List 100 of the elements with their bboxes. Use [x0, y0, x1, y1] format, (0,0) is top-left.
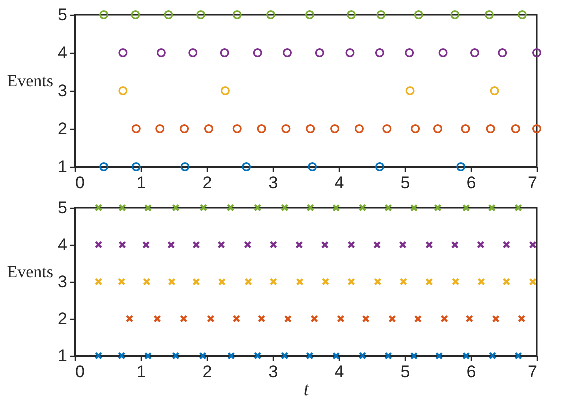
point — [484, 10, 494, 20]
point — [305, 10, 314, 20]
point — [220, 86, 230, 96]
y-axis-title: Events — [7, 72, 54, 90]
point — [132, 124, 141, 134]
point — [426, 278, 434, 286]
point — [400, 278, 408, 286]
point — [226, 204, 235, 212]
point — [143, 278, 151, 286]
point — [410, 352, 418, 360]
point — [232, 124, 242, 134]
point — [492, 315, 500, 323]
point — [118, 352, 126, 360]
point — [254, 204, 262, 212]
point — [308, 162, 318, 172]
point — [514, 352, 522, 360]
point — [440, 315, 448, 323]
point — [346, 48, 355, 58]
point — [144, 204, 152, 212]
point — [462, 204, 470, 212]
point — [374, 278, 382, 286]
point — [411, 124, 420, 134]
point — [466, 315, 474, 323]
point — [270, 241, 278, 249]
point — [433, 124, 443, 134]
point — [414, 315, 422, 323]
point — [315, 48, 324, 58]
point — [192, 241, 200, 249]
point — [144, 352, 152, 360]
point — [514, 204, 522, 212]
point — [266, 10, 276, 20]
x-tick-label: 3 — [268, 362, 278, 382]
point — [406, 86, 415, 96]
x-tick-label: 4 — [334, 362, 344, 382]
point — [384, 204, 392, 212]
point — [529, 241, 537, 249]
y-tick-label: 2 — [58, 310, 68, 328]
point — [131, 10, 140, 20]
point — [296, 278, 304, 286]
point — [218, 278, 226, 286]
point — [382, 124, 392, 134]
point — [322, 278, 330, 286]
point — [283, 48, 292, 58]
x-tick-label: 1 — [136, 362, 146, 382]
point — [332, 204, 340, 212]
point — [488, 204, 496, 212]
point — [358, 352, 367, 360]
point — [257, 124, 266, 134]
point — [156, 124, 165, 134]
point — [502, 278, 510, 286]
point — [94, 204, 103, 212]
point — [180, 124, 190, 134]
x-tick-label: 2 — [202, 174, 212, 192]
point — [118, 241, 126, 249]
x-tick-label: 7 — [528, 174, 538, 192]
point — [450, 10, 460, 20]
y-tick-label: 4 — [58, 236, 68, 254]
point — [118, 204, 126, 212]
point — [461, 124, 470, 134]
point — [470, 48, 480, 58]
x-tick-label: 1 — [136, 174, 146, 192]
point — [168, 278, 176, 286]
y-tick-label: 3 — [58, 82, 68, 100]
point — [354, 124, 364, 134]
point — [388, 315, 396, 323]
point — [180, 315, 188, 323]
x-tick-label: 6 — [466, 174, 476, 192]
point — [306, 124, 316, 134]
y-tick-label: 5 — [58, 198, 68, 218]
point — [118, 48, 128, 58]
point — [172, 204, 180, 212]
point — [220, 48, 230, 58]
point — [253, 48, 262, 58]
point — [154, 315, 162, 323]
point — [218, 241, 226, 249]
point — [330, 124, 340, 134]
point — [126, 315, 134, 323]
point — [100, 10, 109, 20]
y-tick-label: 1 — [58, 158, 68, 176]
x-tick-label: 0 — [76, 174, 85, 192]
point — [296, 241, 304, 249]
point — [410, 204, 418, 212]
point — [348, 278, 356, 286]
point — [192, 278, 200, 286]
x-tick-label: 2 — [202, 362, 212, 382]
point — [435, 352, 444, 360]
point — [490, 86, 500, 96]
point — [478, 278, 486, 286]
point — [529, 278, 537, 286]
point — [452, 278, 460, 286]
point — [196, 10, 206, 20]
point — [132, 162, 141, 172]
point — [456, 162, 466, 172]
point — [258, 315, 266, 323]
y-axis-title: Events — [7, 262, 54, 282]
point — [405, 48, 414, 58]
point — [168, 241, 176, 249]
point — [310, 315, 318, 323]
point — [399, 241, 407, 249]
point — [376, 10, 386, 20]
